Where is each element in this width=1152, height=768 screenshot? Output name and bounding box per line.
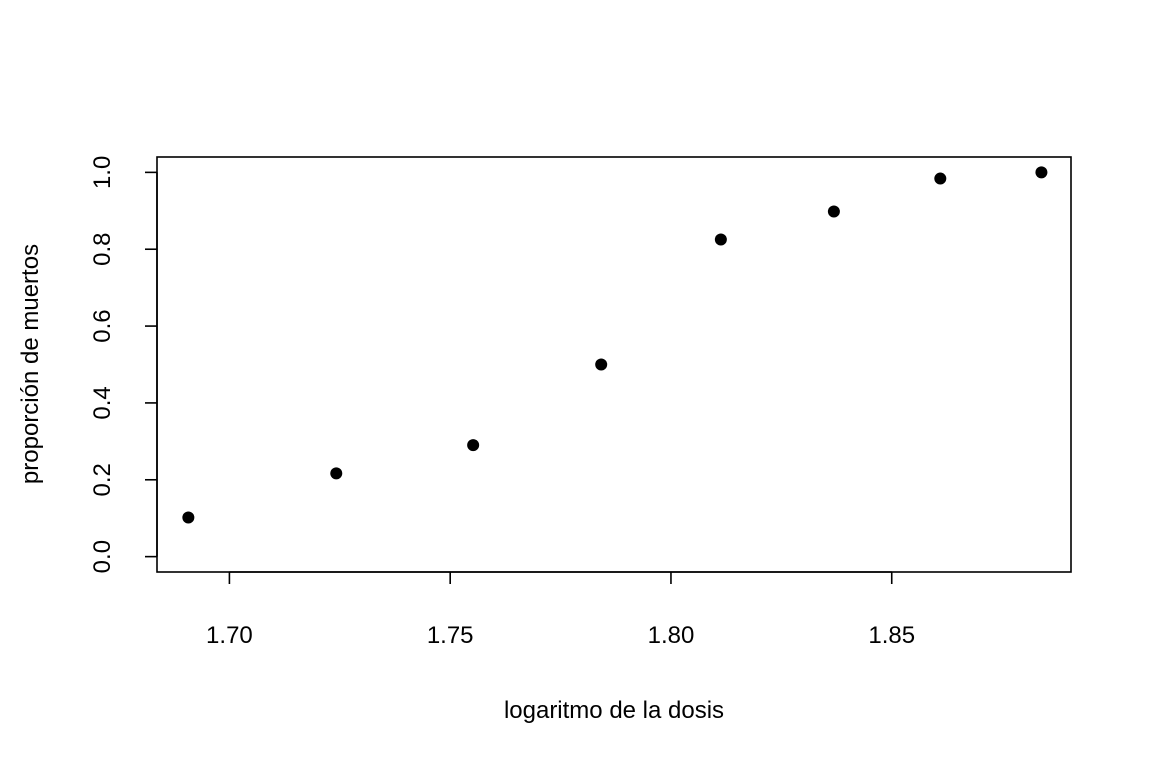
data-point (827, 205, 840, 218)
y-tick-label: 0.2 (89, 463, 116, 496)
x-axis-label: logaritmo de la dosis (504, 697, 724, 724)
x-axis: 1.70 1.75 1.80 1.85 (206, 571, 915, 649)
y-tick-label: 1.0 (89, 156, 116, 189)
y-tick-label: 0.4 (89, 386, 116, 419)
data-points (182, 166, 1048, 524)
y-tick-label: 0.0 (89, 540, 116, 573)
data-point (934, 172, 947, 185)
x-tick-label: 1.80 (648, 622, 695, 649)
y-axis-label: proporción de muertos (17, 244, 44, 484)
data-point (595, 358, 608, 371)
y-tick-label: 0.8 (89, 233, 116, 266)
data-point (1035, 166, 1048, 179)
data-point (714, 233, 727, 246)
x-tick-label: 1.70 (206, 622, 253, 649)
x-tick-label: 1.75 (427, 622, 474, 649)
y-axis: 0.0 0.2 0.4 0.6 0.8 1.0 (89, 156, 158, 573)
y-tick-label: 0.6 (89, 309, 116, 342)
data-point (182, 511, 195, 524)
plot-frame (156, 156, 1072, 573)
data-point (330, 467, 343, 480)
x-tick-label: 1.85 (868, 622, 915, 649)
data-point (467, 439, 480, 452)
